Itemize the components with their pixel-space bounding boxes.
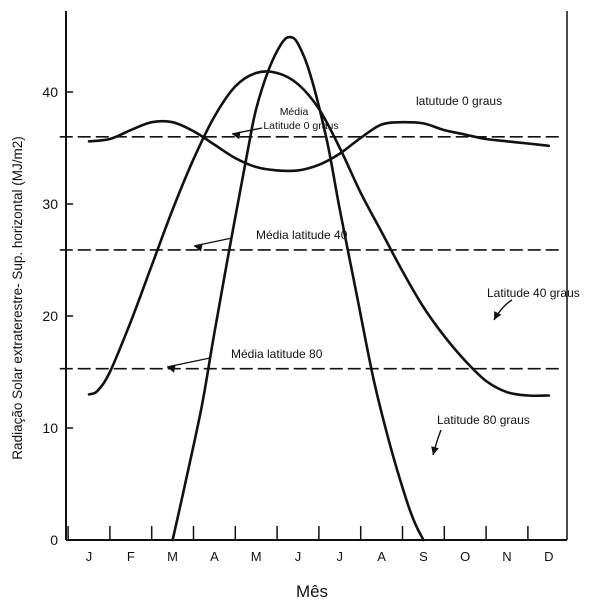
chart-axes bbox=[65, 11, 568, 541]
annotation-lat80: Latitude 80 graus bbox=[437, 413, 530, 427]
y-tick-label-40: 40 bbox=[42, 84, 58, 100]
x-tick-label-6: J bbox=[337, 549, 344, 564]
x-tick-label-0: J bbox=[86, 549, 93, 564]
x-tick-label-2: M bbox=[167, 549, 178, 564]
annotation-arrowhead-3 bbox=[494, 311, 502, 320]
y-tick-label-30: 30 bbox=[42, 196, 58, 212]
series-line-1 bbox=[87, 70, 551, 398]
x-tick-label-11: D bbox=[544, 549, 553, 564]
y-tick-label-20: 20 bbox=[42, 308, 58, 324]
annotation-lat0: latutude 0 graus bbox=[416, 94, 502, 108]
annotation-arrowhead-0 bbox=[232, 131, 241, 140]
annotation-arrowhead-1 bbox=[194, 243, 203, 252]
y-tick-label-10: 10 bbox=[42, 420, 58, 436]
x-axis-label: Mês bbox=[296, 582, 328, 601]
annotation-media-lat0-line1: Média bbox=[280, 106, 309, 118]
tick-marks: 0 10 20 30 40 J F M A M J J A S O N D bbox=[42, 84, 553, 564]
x-tick-label-7: A bbox=[377, 549, 386, 564]
annotation-media-lat0-line2: Latitude 0 graus bbox=[263, 120, 338, 132]
series-line-2 bbox=[171, 35, 425, 542]
annotation-lat40: Latitude 40 graus bbox=[487, 286, 580, 300]
x-tick-label-8: S bbox=[419, 549, 428, 564]
y-tick-label-0: 0 bbox=[50, 532, 58, 548]
x-tick-label-5: J bbox=[295, 549, 302, 564]
annotation-arrowhead-2 bbox=[167, 364, 176, 373]
chart-series bbox=[59, 35, 562, 542]
x-tick-label-9: O bbox=[460, 549, 470, 564]
series-line-0 bbox=[87, 119, 551, 173]
annotation-arrows bbox=[166, 127, 513, 456]
x-tick-label-10: N bbox=[502, 549, 511, 564]
y-axis-label: Radiação Solar extraterestre- Sup. horiz… bbox=[10, 136, 25, 459]
annotation-media-lat40: Média latitude 40 bbox=[256, 228, 348, 242]
chart-texts: Radiação Solar extraterestre- Sup. horiz… bbox=[10, 94, 580, 601]
annotation-arrowhead-4 bbox=[431, 446, 439, 455]
x-tick-label-1: F bbox=[127, 549, 135, 564]
x-tick-label-3: A bbox=[210, 549, 219, 564]
annotation-media-lat80: Média latitude 80 bbox=[231, 347, 323, 361]
x-tick-label-4: M bbox=[251, 549, 262, 564]
